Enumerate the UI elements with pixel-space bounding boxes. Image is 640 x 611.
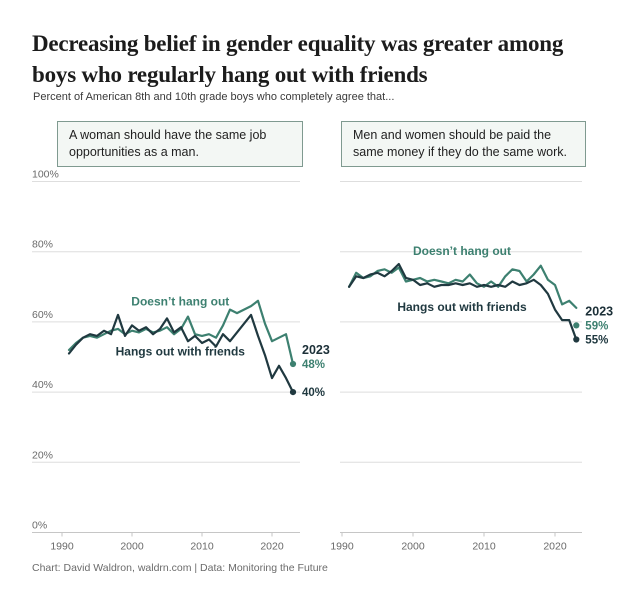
y-axis-label: 20% (32, 449, 53, 461)
chart-panel-left: 0% 20% 40% 60% 80% 100% 1990 2000 2010 2020 Doesn’… (32, 169, 330, 553)
series-annotation: Hangs out with friends (116, 344, 246, 358)
series-annotation: Doesn’t hang out (413, 244, 511, 258)
y-axis-label: 100% (32, 169, 59, 181)
x-axis-label: 2000 (120, 541, 144, 553)
end-point-dot (289, 360, 297, 368)
end-value-label: 59% (585, 320, 608, 332)
x-axis-label: 1990 (50, 541, 74, 553)
end-year-label: 2023 (302, 343, 330, 357)
end-year-label: 2023 (585, 304, 613, 318)
chart-panel-right: 1990 2000 2010 2020 Doesn’t hang out Hangs ou… (330, 181, 613, 553)
question-box-left: A woman should have the same job opportu… (57, 121, 303, 167)
y-axis-label: 40% (32, 379, 53, 391)
series-line-hangs-out (348, 262, 578, 341)
page-subtitle: Percent of American 8th and 10th grade b… (33, 91, 395, 103)
series-annotation: Doesn’t hang out (131, 295, 229, 309)
x-axis-label: 2010 (190, 541, 214, 553)
end-value-label: 55% (585, 335, 608, 347)
end-value-label: 48% (302, 359, 325, 371)
end-value-label: 40% (302, 387, 325, 399)
x-axis-label: 2000 (401, 541, 425, 553)
chart-credit: Chart: David Waldron, waldrn.com | Data:… (32, 562, 328, 574)
x-axis-label: 2020 (260, 541, 284, 553)
question-box-right: Men and women should be paid the same mo… (341, 121, 586, 167)
series-line-doesnt-hang-out (348, 264, 578, 309)
question-box-right-text: Men and women should be paid the same mo… (353, 128, 567, 159)
y-axis-label: 60% (32, 309, 53, 321)
end-point-dot (289, 389, 297, 396)
x-axis-label: 1990 (330, 541, 354, 553)
question-box-left-text: A woman should have the same job opportu… (69, 128, 267, 159)
series-line-hangs-out (67, 313, 295, 394)
end-point-dot (573, 336, 580, 343)
x-axis-label: 2010 (472, 541, 496, 553)
series-annotation: Hangs out with friends (397, 300, 527, 314)
y-axis-label: 0% (32, 520, 47, 532)
page-title: Decreasing belief in gender equality was… (32, 31, 564, 87)
end-point-dot (573, 322, 580, 329)
x-axis-label: 2020 (543, 541, 567, 553)
y-axis-label: 80% (32, 239, 53, 251)
